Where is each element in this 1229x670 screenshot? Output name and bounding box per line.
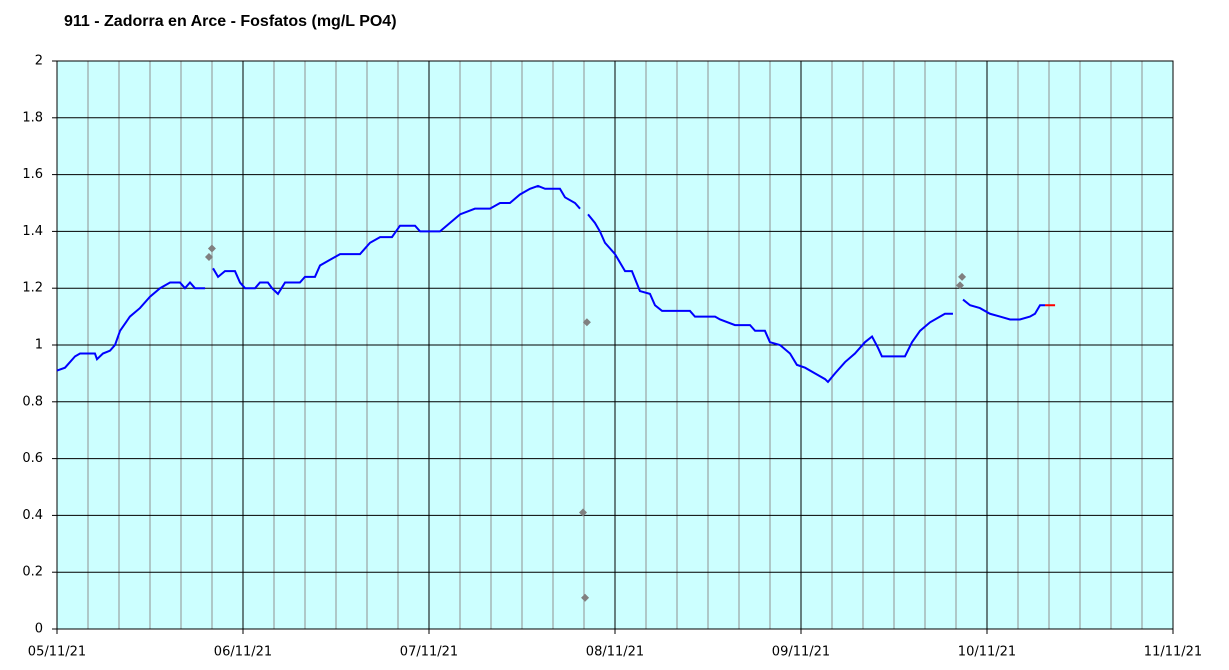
data-point	[579, 508, 588, 517]
x-tick-label: 08/11/21	[586, 645, 644, 660]
data-point	[956, 281, 965, 290]
y-tick-label: 1	[35, 338, 43, 353]
y-tick-label: 0.2	[22, 565, 43, 580]
x-tick-label: 09/11/21	[772, 645, 830, 660]
y-tick-label: 0.4	[22, 508, 43, 523]
chart-title: 911 - Zadorra en Arce - Fosfatos (mg/L P…	[64, 13, 397, 30]
x-tick-label: 07/11/21	[400, 645, 458, 660]
y-tick-label: 0.8	[22, 394, 43, 409]
x-tick-label: 10/11/21	[958, 645, 1016, 660]
data-point	[582, 318, 591, 327]
data-line	[56, 184, 1046, 384]
y-tick-label: 1.2	[22, 281, 43, 296]
y-tick-label: 0.6	[22, 451, 43, 466]
y-tick-label: 2	[35, 54, 43, 69]
data-point	[204, 252, 213, 261]
data-point	[958, 272, 967, 281]
x-tick-label: 05/11/21	[28, 645, 86, 660]
data-point	[581, 593, 590, 602]
y-tick-label: 1.8	[22, 110, 43, 125]
plot-border	[56, 60, 1174, 630]
x-tick-label: 11/11/21	[1144, 645, 1202, 660]
data-point	[207, 244, 216, 253]
y-tick-label: 1.4	[22, 224, 43, 239]
y-tick-label: 0	[35, 622, 43, 637]
y-tick-label: 1.6	[22, 167, 43, 182]
x-tick-label: 06/11/21	[214, 645, 272, 660]
